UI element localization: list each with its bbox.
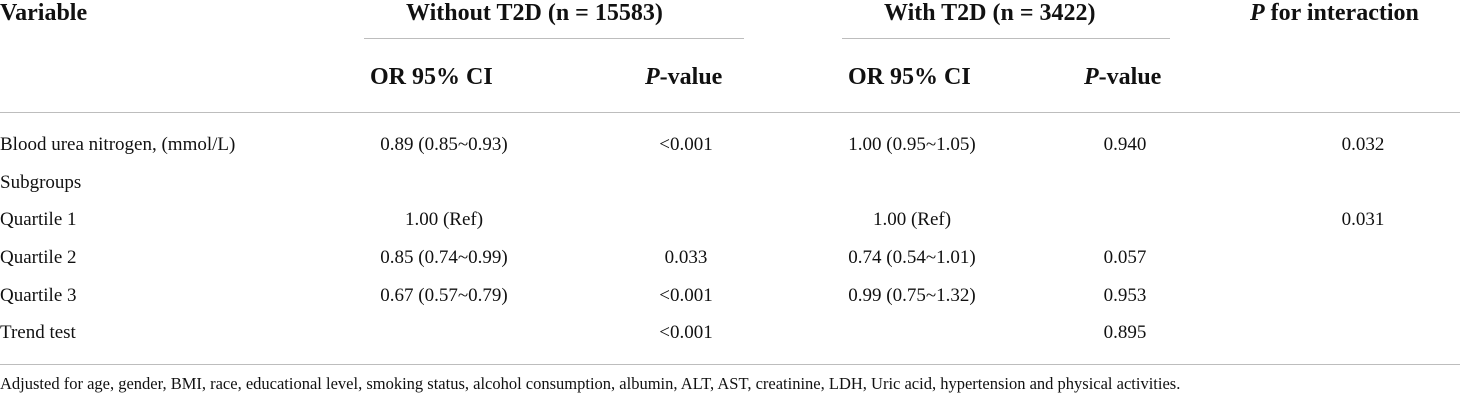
header-or-ci-2: OR 95% CI xyxy=(848,64,971,90)
row-label: Quartile 3 xyxy=(0,285,77,306)
group2-underline xyxy=(842,38,1170,39)
row-label: Trend test xyxy=(0,322,76,343)
header-pvalue-1: P-value xyxy=(645,64,722,91)
row-p-with: 0.953 xyxy=(1103,285,1147,306)
row-p-without: <0.001 xyxy=(659,134,713,155)
header-group-without-t2d: Without T2D (n = 15583) xyxy=(406,0,663,26)
row-label: Quartile 2 xyxy=(0,247,77,268)
row-p-interaction: 0.032 xyxy=(1341,134,1385,155)
row-or-without: 0.89 (0.85~0.93) xyxy=(380,134,508,155)
row-label: Quartile 1 xyxy=(0,209,77,230)
header-pvalue-2-italic: P xyxy=(1084,64,1099,90)
header-variable: Variable xyxy=(0,0,88,26)
header-p-interaction: P for interaction xyxy=(1250,0,1419,27)
row-or-with: 1.00 (0.95~1.05) xyxy=(848,134,976,155)
header-p-interaction-italic: P xyxy=(1250,0,1265,26)
row-or-without: 0.85 (0.74~0.99) xyxy=(380,247,508,268)
row-or-with: 0.74 (0.54~1.01) xyxy=(848,247,976,268)
header-pvalue-2: P-value xyxy=(1084,64,1161,91)
group1-underline xyxy=(364,38,744,39)
header-or-ci-1: OR 95% CI xyxy=(370,64,493,90)
row-or-without: 0.67 (0.57~0.79) xyxy=(380,285,508,306)
row-p-with: 0.895 xyxy=(1103,322,1147,343)
table-footnote: Adjusted for age, gender, BMI, race, edu… xyxy=(0,374,1181,393)
row-p-without: 0.033 xyxy=(664,247,708,268)
row-p-with: 0.057 xyxy=(1103,247,1147,268)
header-group-with-t2d: With T2D (n = 3422) xyxy=(884,0,1096,26)
header-separator xyxy=(0,112,1460,113)
row-label: Blood urea nitrogen, (mmol/L) xyxy=(0,134,236,155)
header-pvalue-1-italic: P xyxy=(645,64,660,90)
row-p-without: <0.001 xyxy=(659,322,713,343)
row-label: Subgroups xyxy=(0,172,82,193)
table-bottom-rule xyxy=(0,364,1460,365)
row-p-with: 0.940 xyxy=(1103,134,1147,155)
row-or-with: 0.99 (0.75~1.32) xyxy=(848,285,976,306)
header-p-interaction-rest: for interaction xyxy=(1264,0,1419,26)
header-pvalue-2-rest: -value xyxy=(1098,64,1162,90)
row-p-without: <0.001 xyxy=(659,285,713,306)
row-p-interaction: 0.031 xyxy=(1341,209,1385,230)
header-pvalue-1-rest: -value xyxy=(659,64,723,90)
row-or-without: 1.00 (Ref) xyxy=(404,209,484,230)
row-or-with: 1.00 (Ref) xyxy=(872,209,952,230)
